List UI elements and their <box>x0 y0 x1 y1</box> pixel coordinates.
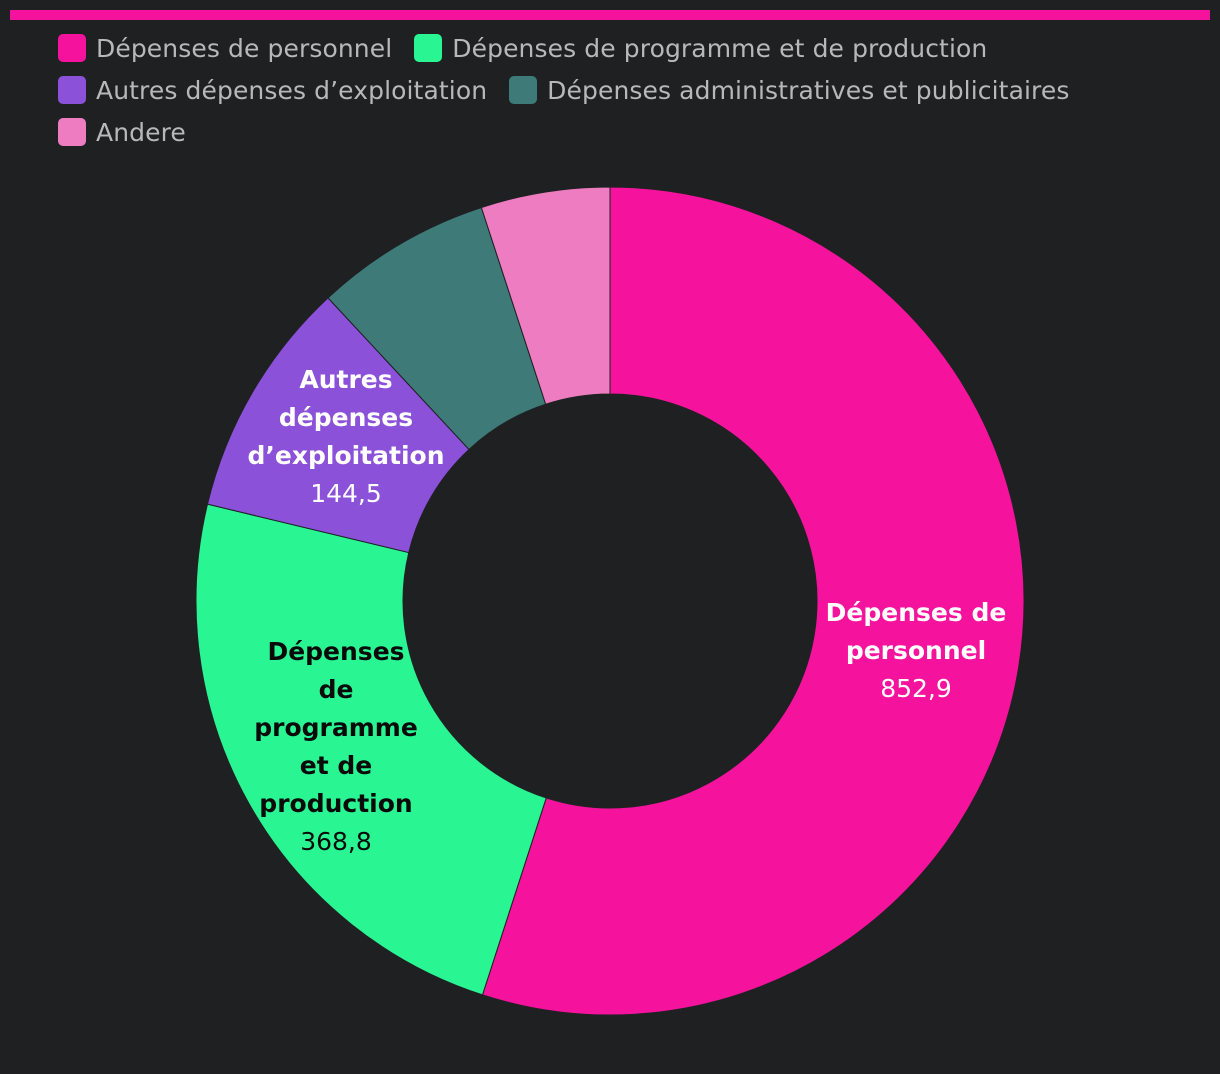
legend-label: Dépenses de personnel <box>96 33 393 63</box>
donut-slice[interactable] <box>481 186 1025 1016</box>
legend-label: Dépenses de programme et de production <box>452 33 988 63</box>
slice-label: dépenses <box>279 403 413 432</box>
slice-label: de <box>319 675 354 704</box>
legend: Dépenses de personnel Dépenses de progra… <box>58 27 1178 153</box>
accent-bar <box>10 10 1210 20</box>
legend-item-personnel[interactable]: Dépenses de personnel <box>58 34 392 63</box>
legend-label: Autres dépenses d’exploitation <box>96 75 488 105</box>
legend-item-andere[interactable]: Andere <box>58 118 186 147</box>
legend-row: Andere <box>58 111 1178 153</box>
legend-swatch <box>509 76 538 104</box>
slice-label: d’exploitation <box>248 441 445 470</box>
legend-swatch <box>58 34 86 62</box>
slice-value-label: 144,5 <box>310 479 382 508</box>
legend-item-administratives[interactable]: Dépenses administratives et publicitaire… <box>509 76 1069 105</box>
legend-swatch <box>414 34 443 62</box>
donut-slice[interactable] <box>195 503 547 996</box>
legend-label: Andere <box>96 117 186 147</box>
legend-label: Dépenses administratives et publicitaire… <box>547 75 1070 105</box>
slice-label: personnel <box>846 636 986 665</box>
legend-swatch <box>58 118 86 146</box>
slice-label: Autres <box>299 365 392 394</box>
donut-slice[interactable] <box>480 186 611 405</box>
legend-row: Dépenses de personnel Dépenses de progra… <box>58 27 1178 69</box>
slice-label: Dépenses de <box>826 598 1007 627</box>
legend-item-autres[interactable]: Autres dépenses d’exploitation <box>58 76 487 105</box>
slice-label: programme <box>254 713 418 742</box>
slice-label: Dépenses <box>267 637 404 666</box>
legend-swatch <box>58 76 86 104</box>
legend-item-programme[interactable]: Dépenses de programme et de production <box>414 34 987 63</box>
slice-label: production <box>259 789 412 818</box>
slice-value-label: 368,8 <box>300 827 372 856</box>
slice-label: et de <box>300 751 372 780</box>
legend-row: Autres dépenses d’exploitation Dépenses … <box>58 69 1178 111</box>
slice-value-label: 852,9 <box>880 674 952 703</box>
